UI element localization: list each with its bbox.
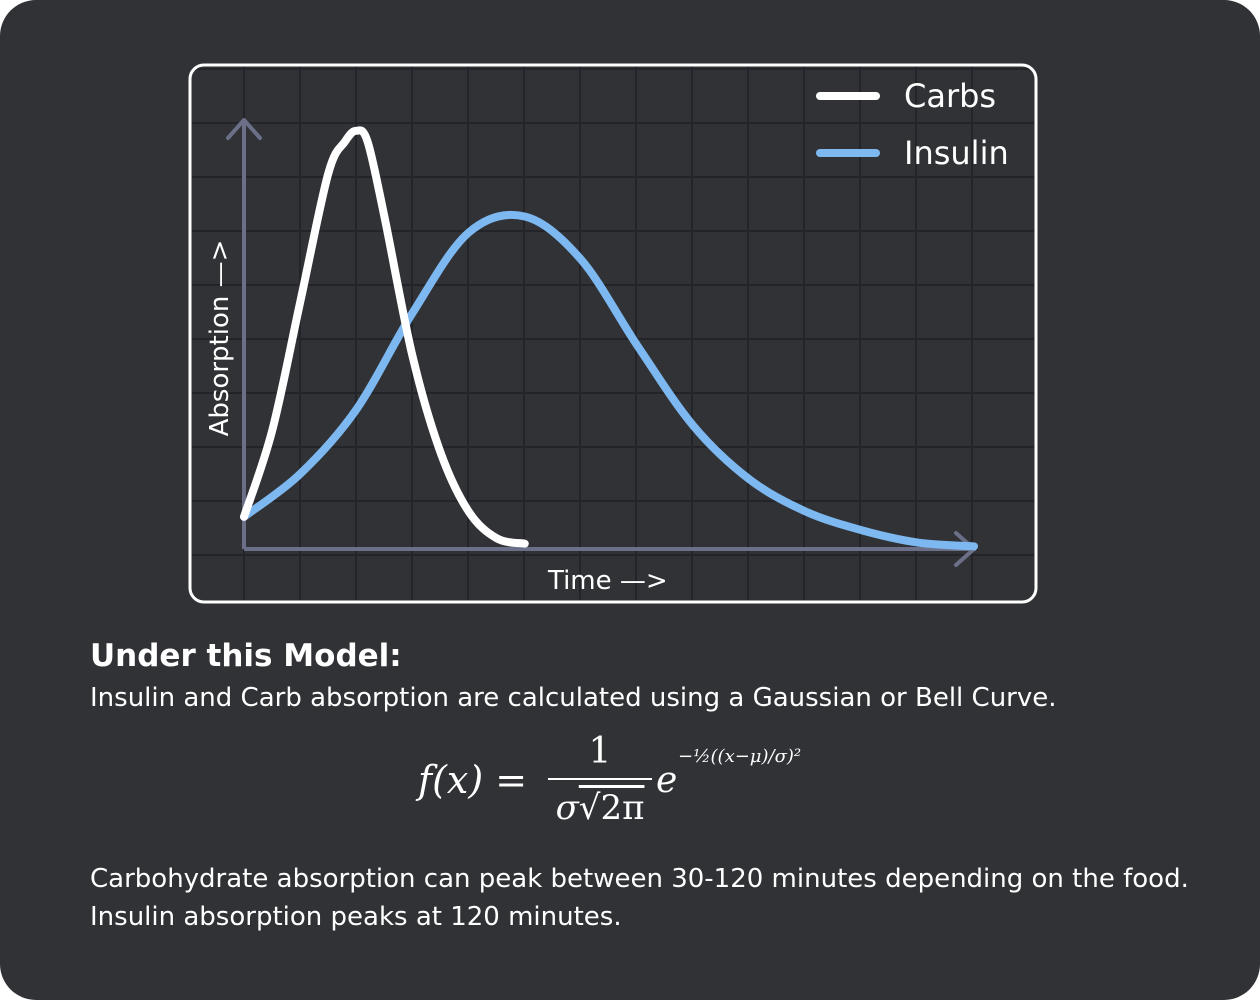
- formula-exponent: −½((x−μ)/σ)²: [678, 746, 802, 767]
- formula-fraction: 1 σ√2π: [548, 730, 652, 832]
- legend-label-insulin: Insulin: [904, 134, 1009, 172]
- formula-numerator: 1: [588, 731, 612, 772]
- absorption-chart: Carbs Insulin Time —> Absorption —>: [188, 63, 1038, 604]
- fraction-bar: [548, 778, 652, 780]
- chart-panel: Carbs Insulin Time —> Absorption —>: [188, 63, 1038, 604]
- chart-background: [190, 65, 1036, 602]
- formula-sigma: σ: [555, 788, 579, 828]
- formula-denominator: σ√2π: [548, 784, 652, 832]
- chart-frame: [188, 63, 1038, 604]
- series-line-insulin: [240, 210, 978, 551]
- legend-label-carbs: Carbs: [904, 77, 996, 115]
- formula-lhs: f(x) =: [418, 758, 528, 802]
- section-note: Carbohydrate absorption can peak between…: [90, 864, 1189, 932]
- y-axis-label: Absorption —>: [205, 240, 235, 437]
- formula-root: √2π: [578, 788, 645, 828]
- series-line-carbs: [240, 126, 529, 548]
- formula-base: e: [656, 760, 678, 801]
- section-heading: Under this Model:: [90, 638, 402, 674]
- section-intro: Insulin and Carb absorption are calculat…: [90, 683, 1057, 713]
- y-axis-arrow: [226, 118, 262, 140]
- x-axis-label: Time —>: [547, 566, 668, 596]
